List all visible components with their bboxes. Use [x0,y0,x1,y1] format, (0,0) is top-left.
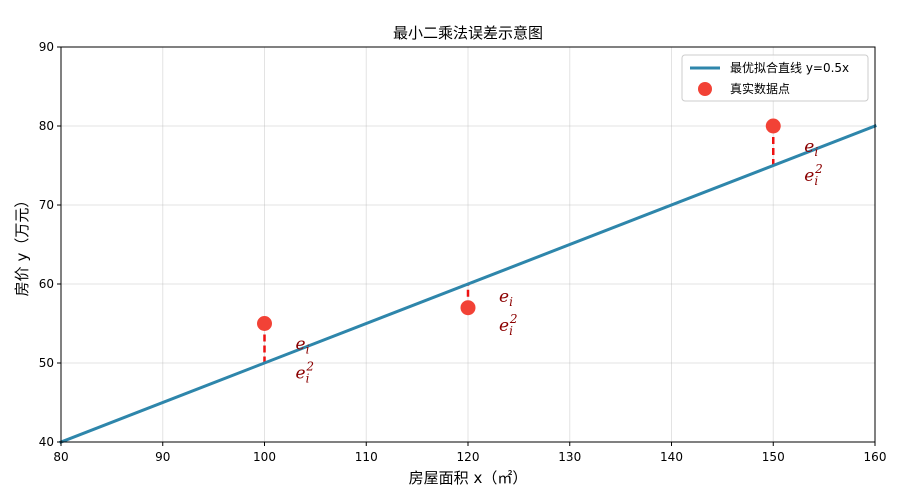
y-tick-label: 80 [39,119,54,133]
annotations: ei ei2 ei ei2 ei ei2 [296,137,823,386]
x-tick-label: 120 [457,450,480,464]
error-label: ei [499,287,513,309]
x-tick-label: 160 [864,450,887,464]
x-tick-label: 110 [355,450,378,464]
legend-box [681,54,869,102]
x-tick-label: 140 [660,450,683,464]
chart-title: 最小二乘法误差示意图 [393,24,543,42]
y-axis-ticks: 40 50 60 70 80 90 [39,40,61,449]
legend: 最优拟合直线 y=0.5x 真实数据点 [681,54,869,102]
x-axis-ticks: 80 90 100 110 120 130 140 150 160 [53,442,886,464]
data-points [257,118,781,331]
y-tick-label: 50 [39,356,54,370]
x-tick-label: 130 [558,450,581,464]
x-tick-label: 80 [53,450,68,464]
squared-error-label: ei2 [499,312,518,338]
squared-error-label: ei2 [296,359,315,385]
fit-line-group [59,124,877,444]
legend-points-label: 真实数据点 [730,81,790,96]
error-label: ei [804,137,818,159]
fit-line [59,124,877,444]
data-point [257,316,272,331]
y-tick-label: 60 [39,277,54,291]
error-label: ei [296,334,310,356]
x-axis-label: 房屋面积 x（㎡） [409,469,528,487]
y-tick-label: 40 [39,435,54,449]
x-tick-label: 150 [762,450,785,464]
x-tick-label: 90 [155,450,170,464]
squared-error-label: ei2 [804,162,823,188]
y-axis-label: 房价 y（万元） [13,193,31,297]
residual-lines [263,126,775,363]
y-tick-label: 90 [39,40,54,54]
legend-point-swatch [698,82,712,96]
x-tick-label: 100 [253,450,276,464]
data-point [460,300,476,316]
grid [60,46,876,443]
data-point [765,118,781,134]
y-tick-label: 70 [39,198,54,212]
legend-fit-line-label: 最优拟合直线 y=0.5x [730,60,849,75]
